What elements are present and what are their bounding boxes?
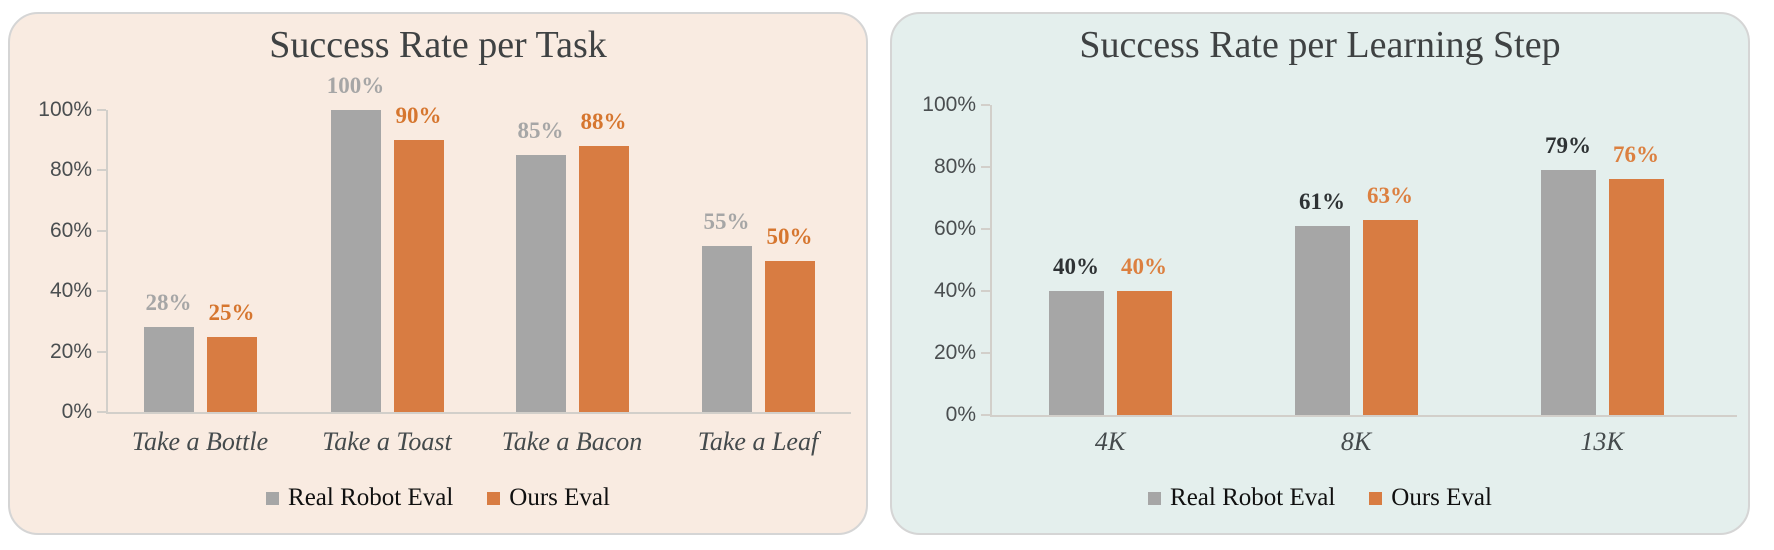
y-axis-line <box>106 110 108 413</box>
legend-label-ours-eval: Ours Eval <box>1391 484 1492 511</box>
y-axis-tick-label: 80% <box>49 158 92 182</box>
y-axis-tick-mark <box>981 166 990 168</box>
bar-real-robot-eval <box>701 245 752 412</box>
bar-ours-eval <box>578 146 629 412</box>
category-label: Take a Bottle <box>131 427 269 456</box>
bar-ours-eval <box>764 261 815 412</box>
chart-panel-success-per-learning-step: Success Rate per Learning Step 0% 20% 40% 6… <box>890 12 1750 535</box>
y-axis-tick-mark <box>97 350 106 353</box>
y-axis-tick-mark <box>981 414 990 416</box>
bar-real-robot-eval <box>330 110 381 412</box>
bar-value-label: 100% <box>326 73 385 98</box>
y-axis-tick-mark <box>981 352 990 354</box>
y-axis-tick-label: 20% <box>933 341 976 364</box>
y-axis-tick-label: 40% <box>933 279 976 302</box>
y-axis-tick-label: 100% <box>922 93 976 116</box>
category-label: Take a Bacon <box>501 427 643 456</box>
bar-value-label: 63% <box>1367 182 1413 208</box>
legend-item-ours-eval: Ours Eval <box>487 484 610 512</box>
legend-item-ours-eval: Ours Eval <box>1369 484 1492 512</box>
bar-value-label: 76% <box>1613 142 1659 168</box>
legend-item-real-robot-eval: Real Robot Eval <box>1148 484 1335 512</box>
chart-title-success-per-learning-step: Success Rate per Learning Step <box>1079 24 1561 66</box>
bar-real-robot-eval <box>515 155 566 412</box>
bar-value-label: 61% <box>1299 188 1345 214</box>
legend-item-real-robot-eval: Real Robot Eval <box>266 484 453 512</box>
y-axis-tick-label: 40% <box>49 279 92 303</box>
y-axis-tick-mark <box>97 229 106 232</box>
y-axis-tick-mark <box>97 411 106 413</box>
legend: Real Robot Eval Ours Eval <box>892 484 1748 512</box>
bar-value-label: 79% <box>1545 133 1591 159</box>
bar-value-label: 40% <box>1053 254 1099 279</box>
bar-value-label: 85% <box>517 118 564 144</box>
legend-label-ours-eval: Ours Eval <box>509 484 610 511</box>
bar-ours-eval <box>1362 219 1418 415</box>
y-axis-tick-mark <box>97 169 106 172</box>
y-axis-tick-mark <box>97 290 106 293</box>
y-axis-tick-label: 20% <box>49 339 92 363</box>
bar-value-label: 28% <box>145 290 192 316</box>
bar-ours-eval <box>1608 179 1664 415</box>
bar-value-label: 55% <box>703 208 750 234</box>
y-axis-tick-label: 0% <box>61 400 92 423</box>
legend-label-real-robot-eval: Real Robot Eval <box>288 484 454 511</box>
bar-value-label: 90% <box>395 103 442 129</box>
chart-title-success-per-task: Success Rate per Task <box>269 24 607 66</box>
y-axis-tick-mark <box>981 104 990 106</box>
bar-ours-eval <box>206 336 257 412</box>
y-axis-tick-mark <box>981 228 990 230</box>
chart-panel-success-per-task: Success Rate per Task 0% 20% 40% 60% 80% 100%… <box>8 12 868 535</box>
legend-swatch-ours-eval <box>487 491 501 505</box>
x-axis-line <box>990 415 1737 417</box>
legend-swatch-ours-eval <box>1369 491 1383 505</box>
y-axis-tick-label: 0% <box>945 403 976 426</box>
category-label: 8K <box>1340 427 1372 456</box>
bar-value-label: 88% <box>580 109 627 135</box>
bar-real-robot-eval <box>1294 225 1350 415</box>
bar-value-label: 50% <box>766 224 813 249</box>
legend: Real Robot Eval Ours Eval <box>10 484 866 512</box>
category-label: 13K <box>1580 427 1624 456</box>
legend-swatch-real-robot-eval <box>1148 491 1162 505</box>
bar-real-robot-eval <box>1540 170 1596 415</box>
y-axis-tick-mark <box>97 109 106 111</box>
bar-value-label: 25% <box>208 299 255 325</box>
bar-real-robot-eval <box>143 327 194 412</box>
category-label: Take a Toast <box>322 427 452 456</box>
legend-label-real-robot-eval: Real Robot Eval <box>1170 484 1336 511</box>
bar-ours-eval <box>1116 291 1172 415</box>
y-axis-tick-label: 80% <box>933 155 976 178</box>
bar-ours-eval <box>393 140 444 412</box>
category-label: 4K <box>1094 427 1126 456</box>
legend-swatch-real-robot-eval <box>266 491 280 505</box>
y-axis-tick-label: 100% <box>38 98 92 121</box>
y-axis-tick-label: 60% <box>933 217 976 240</box>
bar-value-label: 40% <box>1121 254 1167 279</box>
x-axis-line <box>106 412 851 414</box>
y-axis-tick-mark <box>981 290 990 292</box>
category-label: Take a Leaf <box>697 427 819 456</box>
y-axis-line <box>990 105 992 416</box>
y-axis-tick-label: 60% <box>49 218 92 242</box>
bar-real-robot-eval <box>1048 291 1104 415</box>
